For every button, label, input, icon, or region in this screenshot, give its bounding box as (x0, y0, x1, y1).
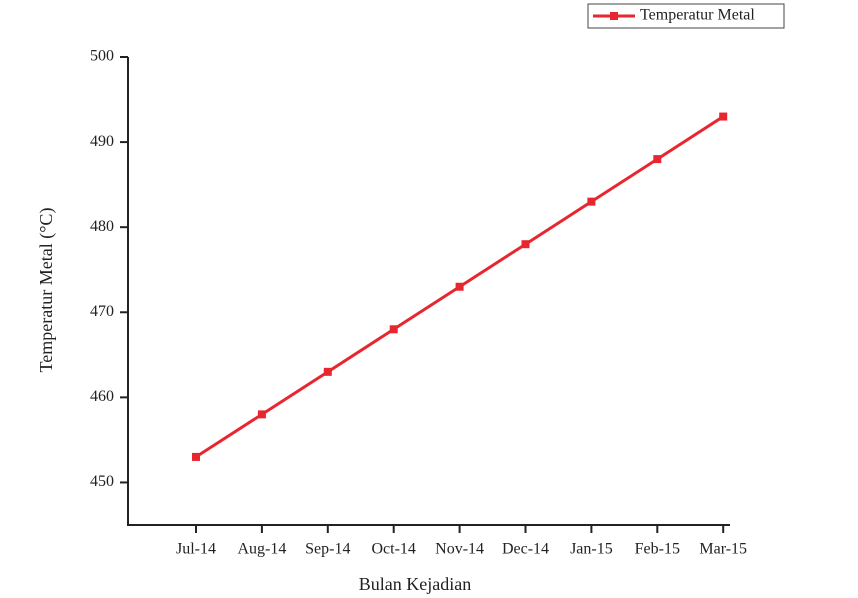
data-point (324, 368, 332, 376)
x-tick-label: Feb-15 (635, 541, 680, 558)
y-tick-label: 450 (90, 473, 114, 490)
y-tick-label: 500 (90, 48, 114, 65)
legend-marker (610, 12, 618, 20)
x-tick-label: Nov-14 (435, 541, 484, 558)
data-point (719, 113, 727, 121)
data-point (456, 283, 464, 291)
data-point (390, 325, 398, 333)
legend-label: Temperatur Metal (640, 7, 755, 24)
x-tick-label: Mar-15 (699, 541, 747, 558)
x-axis-label: Bulan Kejadian (359, 574, 471, 594)
data-point (587, 198, 595, 206)
x-tick-label: Dec-14 (502, 541, 549, 558)
x-tick-label: Sep-14 (305, 541, 350, 558)
x-tick-label: Jan-15 (570, 541, 613, 558)
y-tick-label: 460 (90, 388, 114, 405)
data-point (522, 240, 530, 248)
data-point (258, 410, 266, 418)
y-tick-label: 490 (90, 133, 114, 150)
x-tick-label: Jul-14 (176, 541, 216, 558)
y-tick-label: 480 (90, 218, 114, 235)
y-tick-label: 470 (90, 303, 114, 320)
chart: Bulan Kejadian Temperatur Metal (°C) 450… (0, 0, 858, 598)
x-tick-label: Oct-14 (371, 541, 415, 558)
data-point (192, 453, 200, 461)
x-tick-label: Aug-14 (237, 541, 286, 558)
data-point (653, 155, 661, 163)
y-axis-label: Temperatur Metal (°C) (36, 208, 57, 373)
